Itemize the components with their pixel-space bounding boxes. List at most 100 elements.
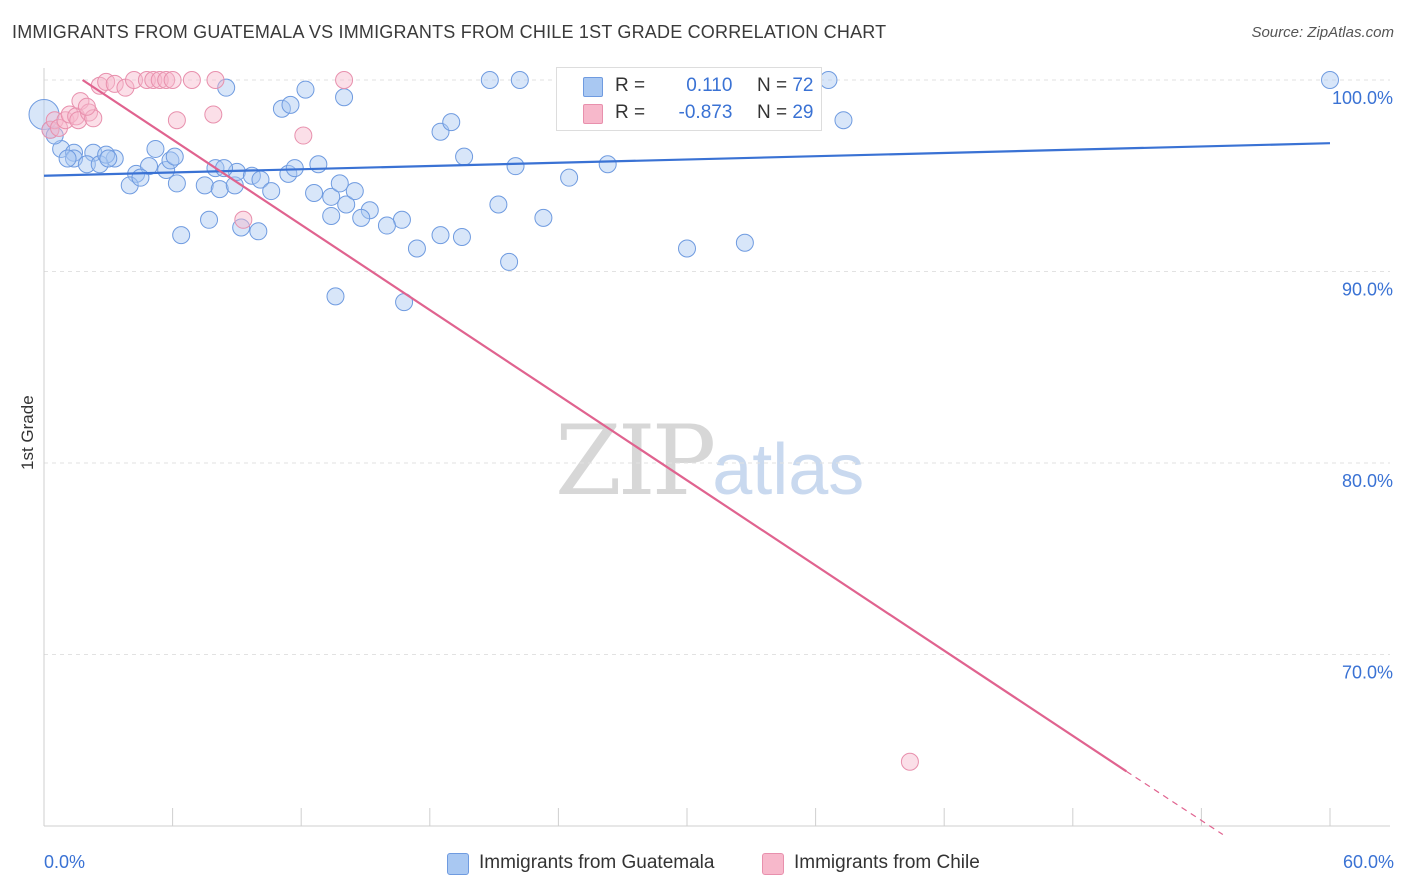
guatemala-point [678, 239, 696, 258]
guatemala-point [455, 147, 474, 166]
guatemala-point [534, 208, 553, 227]
y-tick-label: 100.0% [1332, 88, 1393, 108]
chile-point [167, 111, 186, 130]
guatemala-point [217, 78, 236, 97]
guatemala-point [146, 139, 165, 158]
guatemala-point [210, 180, 229, 199]
guatemala-point [285, 159, 304, 178]
guatemala-point [200, 210, 219, 229]
guatemala-point [345, 182, 364, 201]
guatemala-point [560, 168, 579, 187]
guatemala-point [377, 216, 396, 235]
chile-point [157, 71, 176, 89]
x-tick-label-min: 0.0% [44, 852, 86, 872]
chile-point [335, 71, 354, 89]
guatemala-point [506, 157, 525, 176]
guatemala-point [392, 210, 411, 229]
guatemala-point [272, 99, 291, 118]
guatemala-point [431, 226, 450, 245]
guatemala-point [165, 147, 184, 166]
bottom-legend-swatch-guatemala [447, 853, 469, 875]
chile-point [50, 118, 69, 137]
guatemala-point [322, 187, 341, 206]
guatemala-point [330, 174, 349, 193]
stats-legend: R = 0.110 N = 72 R = -0.873 N = 29 [556, 67, 822, 131]
legend-n-value: 29 [792, 102, 814, 123]
chile-point [84, 109, 103, 128]
guatemala-point [99, 149, 118, 168]
watermark-zip: ZIP [555, 405, 716, 517]
guatemala-point [58, 149, 77, 168]
legend-n-label: N = [756, 102, 788, 123]
guatemala-point [309, 155, 328, 174]
guatemala-point [735, 233, 754, 252]
guatemala-point [480, 71, 499, 89]
guatemala-point [281, 95, 300, 114]
guatemala-point [500, 252, 519, 271]
chile-point [234, 210, 253, 229]
guatemala-point [90, 155, 109, 174]
guatemala-point [407, 239, 426, 258]
guatemala-point [157, 161, 176, 180]
x-tick-label-max: 60.0% [1342, 852, 1394, 872]
chile-point [182, 71, 201, 89]
guatemala-point [249, 222, 268, 241]
chart-title: IMMIGRANTS FROM GUATEMALA VS IMMIGRANTS … [12, 22, 887, 42]
chile-trend-line [81, 79, 1127, 773]
legend-r-value: -0.873 [678, 102, 733, 123]
y-axis-title: 1st Grade [18, 395, 37, 470]
guatemala-point [1321, 71, 1339, 89]
watermark-atlas: atlas [712, 430, 865, 510]
guatemala-point [120, 176, 139, 195]
guatemala-point [77, 155, 96, 174]
chile-point [137, 71, 156, 89]
chile-point [150, 71, 169, 89]
chile-point [294, 126, 313, 145]
guatemala-point [326, 287, 345, 306]
y-tick-label: 70.0% [1342, 663, 1393, 683]
guatemala-point [195, 176, 214, 195]
guatemala-point [322, 206, 341, 225]
chile-point [125, 71, 144, 89]
chile-point [60, 105, 79, 124]
source-label: Source: ZipAtlas.com [1251, 24, 1394, 41]
chile-point [204, 105, 223, 124]
guatemala-point [819, 71, 838, 89]
guatemala-point [335, 88, 354, 107]
legend-swatch-chile [583, 104, 603, 124]
chile-point [163, 71, 182, 89]
chile-trend-extension [1126, 770, 1224, 836]
watermark: ZIPatlas [555, 405, 864, 517]
guatemala-point [262, 182, 281, 201]
legend-r-value: 0.110 [686, 75, 733, 96]
chile-point [144, 71, 163, 89]
guatemala-point [834, 111, 853, 130]
y-tick-label: 90.0% [1342, 280, 1393, 300]
guatemala-point [337, 195, 356, 214]
guatemala-point [296, 80, 315, 99]
legend-n-label: N = [756, 75, 788, 96]
guatemala-point [167, 174, 186, 193]
chile-point [900, 752, 919, 771]
guatemala-point [510, 71, 529, 89]
chile-point [69, 111, 88, 130]
guatemala-point [131, 168, 150, 187]
guatemala-point [452, 228, 471, 247]
legend-swatch-guatemala [583, 77, 603, 97]
guatemala-trend-line [43, 142, 1331, 177]
guatemala-point [489, 195, 508, 214]
bottom-legend-swatch-chile [762, 853, 784, 875]
guatemala-point [442, 113, 461, 132]
legend-r-label: R = [615, 75, 646, 96]
guatemala-point [172, 226, 191, 245]
chile-point [206, 71, 225, 89]
bottom-legend-label: Immigrants from Guatemala [479, 852, 715, 873]
chile-point [105, 74, 124, 93]
bottom-legend-label: Immigrants from Chile [794, 852, 980, 873]
guatemala-point [598, 155, 617, 174]
legend-n-value: 72 [792, 75, 814, 96]
guatemala-point [352, 208, 371, 227]
legend-r-label: R = [615, 102, 646, 123]
y-tick-label: 80.0% [1342, 471, 1393, 491]
